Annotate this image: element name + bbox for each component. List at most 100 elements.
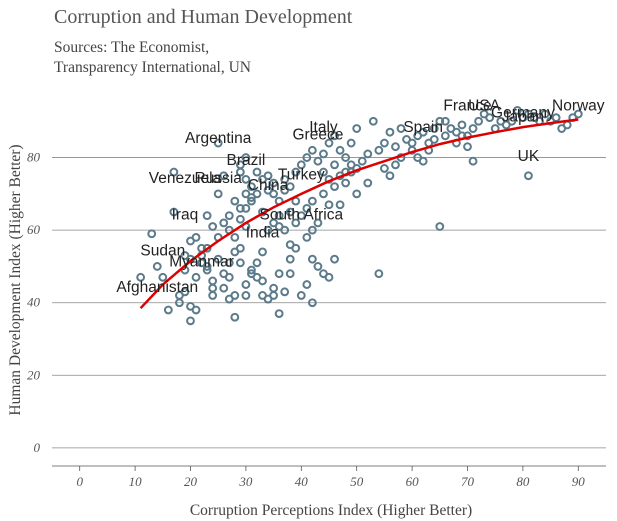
data-point [302, 280, 312, 289]
data-point [296, 291, 306, 300]
country-label: Brazil [227, 152, 266, 169]
data-point [235, 258, 245, 268]
data-point [335, 145, 345, 155]
data-point [219, 283, 229, 293]
data-point [313, 156, 323, 166]
country-label: Iraq [172, 206, 199, 223]
data-point [230, 233, 240, 242]
data-point [357, 156, 367, 166]
data-point [296, 211, 306, 221]
data-point [219, 171, 229, 181]
data-point [319, 167, 328, 177]
data-point [413, 153, 423, 162]
country-label: India [246, 224, 280, 241]
data-point [202, 243, 212, 253]
data-point [241, 291, 251, 300]
x-tick-label: 70 [461, 474, 475, 489]
data-point [213, 254, 223, 264]
data-point [335, 200, 345, 210]
y-tick-label: 80 [27, 150, 41, 165]
country-label: UK [518, 148, 540, 165]
data-point [186, 316, 195, 326]
data-point [269, 283, 279, 293]
data-point [291, 167, 301, 177]
data-point [440, 116, 450, 126]
data-point [241, 203, 251, 213]
data-point [319, 189, 328, 199]
data-point [208, 276, 218, 286]
data-point [274, 269, 284, 279]
data-point [230, 247, 240, 257]
data-point [258, 291, 267, 300]
data-point [352, 124, 362, 133]
data-point [507, 116, 517, 126]
data-point [285, 269, 295, 279]
data-point [374, 145, 384, 155]
data-point [263, 171, 273, 181]
x-tick-label: 90 [572, 474, 586, 489]
data-point [241, 174, 251, 184]
data-point [263, 225, 273, 235]
data-point [573, 109, 583, 119]
data-point [280, 174, 290, 184]
data-point [319, 149, 328, 159]
data-point [269, 189, 279, 199]
x-axis-label: Corruption Perceptions Index (Higher Bet… [190, 502, 472, 519]
data-point [191, 272, 201, 282]
y-axis-ticks: 0 20 40 60 80 [27, 150, 41, 455]
data-point [191, 233, 201, 242]
data-point [307, 254, 317, 264]
data-point [302, 153, 312, 162]
data-point [418, 127, 428, 137]
data-point [363, 178, 373, 188]
y-tick-label: 20 [27, 367, 41, 382]
data-point [235, 167, 245, 177]
y-axis-label: Human Development Index (Higher Better) [7, 144, 24, 415]
y-tick-label: 40 [27, 295, 41, 310]
data-point [352, 189, 362, 199]
trend-line [139, 118, 579, 310]
data-point [429, 124, 439, 133]
country-label: Myanmar [169, 253, 234, 270]
data-point [247, 265, 256, 275]
country-label: Greece [292, 126, 343, 143]
data-point [330, 160, 339, 170]
country-label: Germany [491, 105, 555, 122]
data-point [407, 138, 417, 148]
subtitle-line-2: Transparency International, UN [54, 59, 251, 76]
data-point [296, 160, 306, 170]
data-point [269, 178, 279, 188]
data-point [435, 116, 445, 126]
country-label: Spain [403, 119, 443, 136]
country-label: Russia [195, 170, 243, 187]
data-point [247, 193, 256, 202]
grid-lines [52, 157, 606, 449]
data-point [374, 269, 384, 279]
country-label: USA [468, 97, 501, 114]
data-point [163, 305, 173, 315]
data-point [208, 283, 218, 293]
data-point [468, 124, 478, 133]
data-point [307, 145, 317, 155]
data-point [269, 291, 279, 300]
data-point [440, 131, 450, 141]
data-point [385, 171, 395, 181]
data-point [280, 287, 290, 297]
data-point [258, 247, 267, 257]
x-tick-label: 50 [350, 474, 364, 489]
chart-subtitle: Sources: The Economist, Transparency Int… [54, 38, 251, 78]
x-tick-label: 30 [238, 474, 253, 489]
data-point [136, 272, 146, 282]
country-label: France [443, 97, 491, 114]
data-point [247, 196, 256, 206]
data-point [391, 142, 400, 152]
x-tick-label: 0 [76, 474, 83, 489]
data-point [285, 254, 295, 264]
data-point [191, 305, 201, 315]
data-point [213, 189, 223, 199]
data-point [258, 276, 267, 286]
data-point [330, 182, 339, 192]
data-point [224, 258, 234, 268]
data-point [485, 113, 495, 123]
country-label: Sudan [140, 243, 185, 260]
